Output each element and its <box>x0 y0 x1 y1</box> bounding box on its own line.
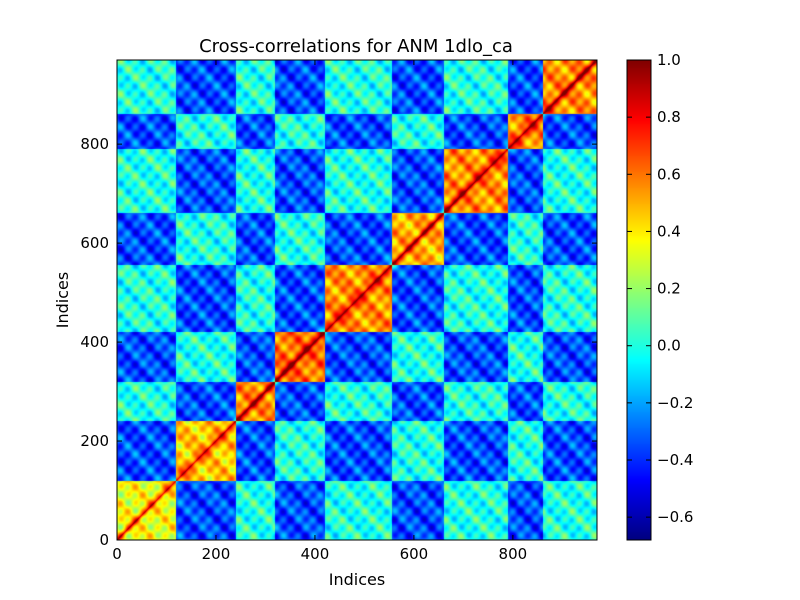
colorbar-frame <box>626 59 652 541</box>
colorbar-tick-label: −0.4 <box>657 451 693 469</box>
colorbar-tick-label: −0.2 <box>657 394 693 412</box>
x-tick-label: 0 <box>112 545 122 563</box>
plot-frame <box>116 59 598 541</box>
y-tick-label: 800 <box>80 135 109 153</box>
heatmap-image-container <box>117 60 597 540</box>
y-axis-ticks: 0 200 400 600 800 <box>80 135 597 549</box>
y-tick-label: 400 <box>80 333 109 351</box>
x-tick-label: 800 <box>499 545 528 563</box>
colorbar-tick-label: 0.8 <box>657 108 681 126</box>
colorbar-tick-label: −0.6 <box>657 508 693 526</box>
colorbar-tick-label: 0.0 <box>657 337 681 355</box>
colorbar-gradient <box>627 60 651 540</box>
y-tick-label: 600 <box>80 234 109 252</box>
y-tick-label: 200 <box>80 432 109 450</box>
heatmap-plot-area <box>116 59 598 541</box>
x-tick-label: 600 <box>400 545 429 563</box>
colorbar-tick-label: 1.0 <box>657 51 681 69</box>
colorbar-tick-label: 0.6 <box>657 165 681 183</box>
y-axis-label: Indices <box>53 272 72 328</box>
x-axis-label: Indices <box>329 570 385 589</box>
heatmap-image <box>117 60 597 540</box>
colorbar-tick-label: 0.4 <box>657 222 681 240</box>
x-tick-label: 400 <box>301 545 330 563</box>
colorbar-gradient-container <box>627 60 651 540</box>
colorbar: −0.6 −0.4 −0.2 0.0 0.2 0.4 0.6 0.8 1.0 <box>626 51 693 541</box>
colorbar-tick-label: 0.2 <box>657 280 681 298</box>
x-axis-ticks: 0 200 400 600 800 <box>112 60 527 563</box>
y-tick-label: 0 <box>99 531 109 549</box>
chart-title: Cross-correlations for ANM 1dlo_ca <box>199 36 513 57</box>
colorbar-ticks: −0.6 −0.4 −0.2 0.0 0.2 0.4 0.6 0.8 1.0 <box>627 51 693 526</box>
x-tick-label: 200 <box>202 545 231 563</box>
